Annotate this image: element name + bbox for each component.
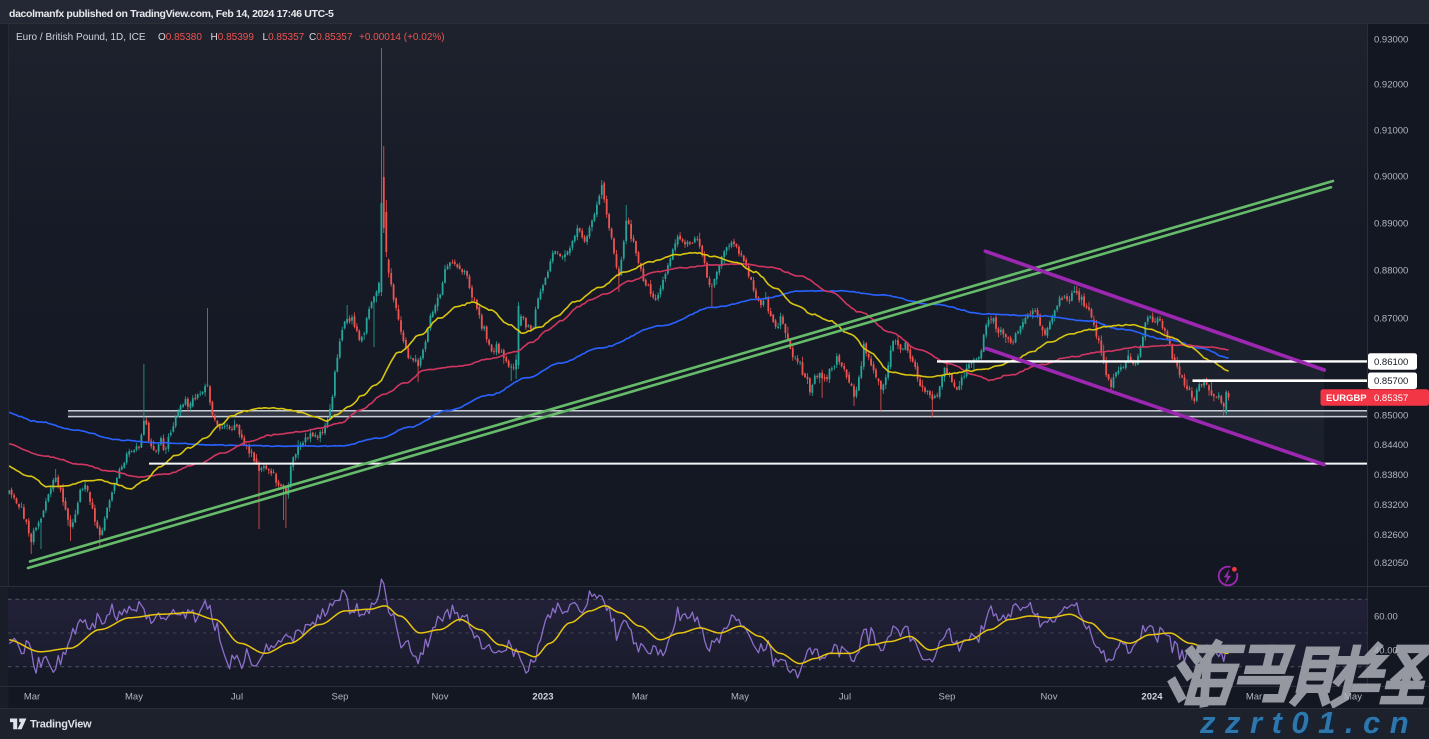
svg-text:0.84400: 0.84400	[1374, 440, 1408, 451]
svg-text:0.86100: 0.86100	[1374, 357, 1408, 368]
svg-text:EURGBP: EURGBP	[1326, 393, 1367, 404]
svg-text:Sep: Sep	[939, 692, 956, 703]
svg-text:zzrt01.cn: zzrt01.cn	[1199, 705, 1418, 739]
svg-text:2023: 2023	[532, 692, 553, 703]
svg-text:Sep: Sep	[332, 692, 349, 703]
svg-text:40.00: 40.00	[1374, 646, 1398, 657]
svg-text:Nov: Nov	[1041, 692, 1058, 703]
svg-text:Nov: Nov	[432, 692, 449, 703]
svg-text:0.85357: 0.85357	[1374, 393, 1408, 404]
svg-text:Jul: Jul	[839, 692, 851, 703]
svg-text:May: May	[731, 692, 749, 703]
svg-text:0.82050: 0.82050	[1374, 558, 1408, 569]
svg-text:0.85000: 0.85000	[1374, 410, 1408, 421]
svg-text:zzrt01.cn: zzrt01.cn	[1202, 708, 1421, 739]
svg-text:0.83200: 0.83200	[1374, 500, 1408, 511]
svg-text:Mar: Mar	[632, 692, 648, 703]
svg-text:2024: 2024	[1141, 692, 1163, 703]
svg-text:0.85700: 0.85700	[1374, 376, 1408, 387]
svg-text:0.83800: 0.83800	[1374, 470, 1408, 481]
svg-text:May: May	[1344, 692, 1362, 703]
svg-text:0.92000: 0.92000	[1374, 80, 1408, 91]
svg-text:0.87000: 0.87000	[1374, 313, 1408, 324]
svg-text:0.93000: 0.93000	[1374, 35, 1408, 46]
svg-text:Jul: Jul	[231, 692, 243, 703]
svg-text:May: May	[125, 692, 143, 703]
svg-text:0.88000: 0.88000	[1374, 265, 1408, 276]
svg-text:dacolmanfx published on Tradin: dacolmanfx published on TradingView.com,…	[9, 8, 334, 20]
svg-text:Mar: Mar	[1246, 692, 1262, 703]
svg-text:0.91000: 0.91000	[1374, 125, 1408, 136]
svg-text:TradingView: TradingView	[30, 719, 92, 731]
svg-text:0.89000: 0.89000	[1374, 218, 1408, 229]
svg-text:60.00: 60.00	[1374, 612, 1398, 623]
svg-text:0.90000: 0.90000	[1374, 172, 1408, 183]
svg-text:0.82600: 0.82600	[1374, 530, 1408, 541]
svg-text:Mar: Mar	[24, 692, 40, 703]
